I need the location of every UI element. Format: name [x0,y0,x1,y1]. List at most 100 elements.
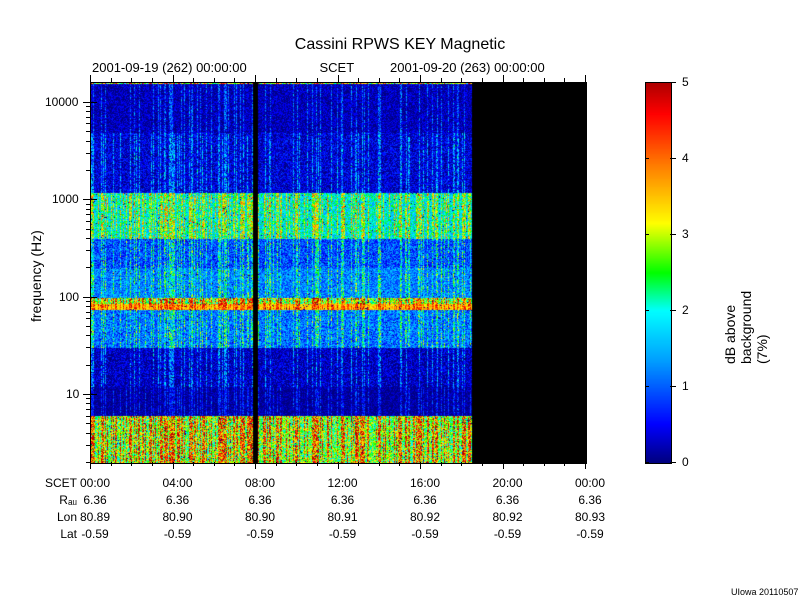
y-tick-minor [86,214,90,215]
x-table-cell: 80.92 [483,510,533,524]
y-tick-minor [86,423,90,424]
y-tick-minor [86,267,90,268]
x-row-label: SCET [35,476,77,490]
y-tick-minor [86,221,90,222]
x-table-cell: 80.91 [318,510,368,524]
x-tick-minor [564,462,565,466]
x-tick-major-top [503,75,504,82]
x-tick-minor-top [214,78,215,82]
x-tick-minor [131,462,132,466]
colorbar-tick-inner [645,234,649,235]
x-table-cell: 04:00 [153,476,203,490]
spectrogram-canvas [91,83,586,463]
y-tick-minor [86,318,90,319]
x-tick-minor-top [317,78,318,82]
y-tick-major [83,394,90,395]
x-tick-minor-top [564,78,565,82]
x-table-cell: 00:00 [565,476,615,490]
y-tick-major-in [90,394,97,395]
y-tick-minor [86,365,90,366]
y-tick-minor [86,433,90,434]
y-tick-major-in [90,297,97,298]
x-tick-minor [317,462,318,466]
y-tick-minor [86,141,90,142]
y-tick-major-in [90,102,97,103]
x-row-label: Lon [35,510,77,524]
y-tick-minor [86,312,90,313]
y-tick-minor [86,229,90,230]
x-table-cell: 6.36 [318,493,368,507]
y-tick-minor [86,403,90,404]
y-tick-minor [86,209,90,210]
x-tick-minor-top [523,78,524,82]
colorbar-tick-inner [645,462,649,463]
y-tick-major [83,297,90,298]
spectrogram-figure: { "title": "Cassini RPWS KEY Magnetic", … [0,0,800,600]
plot-title: Cassini RPWS KEY Magnetic [0,36,800,54]
colorbar-area [645,82,672,464]
y-tick-minor [86,306,90,307]
colorbar-tick [670,234,676,235]
colorbar-tick-inner [645,158,649,159]
x-tick-minor [214,462,215,466]
x-table-cell: -0.59 [153,527,203,541]
x-tick-major-top [585,75,586,82]
x-table-cell: -0.59 [565,527,615,541]
x-tick-minor-top [441,78,442,82]
x-tick-minor [441,462,442,466]
x-tick-minor-top [358,78,359,82]
y-axis-label: frequency (Hz) [28,230,44,322]
x-tick-major [503,462,504,469]
x-table-cell: -0.59 [318,527,368,541]
colorbar-tick-inner [645,386,649,387]
colorbar-tick-label: 5 [682,75,689,89]
colorbar-tick-inner [645,310,649,311]
colorbar-tick-label: 2 [682,303,689,317]
y-tick-label: 100 [59,290,79,304]
footer-timestamp: UIowa 20110507 [731,587,798,597]
colorbar-tick [670,462,676,463]
colorbar-canvas [646,83,671,463]
x-table-cell: 80.90 [235,510,285,524]
x-table-cell: 08:00 [235,476,285,490]
x-table-cell: 16:00 [400,476,450,490]
colorbar-tick-label: 1 [682,379,689,393]
subtitle-end-date: 2001-09-20 (263) 00:00:00 [390,60,545,75]
x-table-cell: 6.36 [235,493,285,507]
x-table-cell: 6.36 [565,493,615,507]
x-tick-minor [193,462,194,466]
x-tick-major-top [338,75,339,82]
x-tick-minor [111,462,112,466]
x-tick-major-top [173,75,174,82]
y-tick-label: 1000 [52,192,79,206]
y-tick-minor [86,238,90,239]
x-table-cell: 6.36 [70,493,120,507]
x-row-label: Rₐᵤ [35,493,77,507]
x-tick-minor-top [111,78,112,82]
x-tick-minor [358,462,359,466]
x-tick-major [90,462,91,469]
y-tick-label: 10000 [45,95,78,109]
x-tick-minor [234,462,235,466]
y-tick-minor [86,117,90,118]
x-table-cell: 6.36 [400,493,450,507]
y-tick-label: 10 [66,387,79,401]
y-tick-minor [86,416,90,417]
x-tick-major [338,462,339,469]
x-table-cell: -0.59 [400,527,450,541]
y-tick-major [83,102,90,103]
x-table-cell: -0.59 [483,527,533,541]
x-tick-minor-top [276,78,277,82]
x-tick-minor [461,462,462,466]
x-tick-minor [544,462,545,466]
colorbar-tick [670,82,676,83]
x-table-cell: 6.36 [153,493,203,507]
colorbar-label: dB above background (7%) [722,286,770,364]
y-tick-minor [86,131,90,132]
x-table-cell: 12:00 [318,476,368,490]
y-tick-minor [86,123,90,124]
colorbar-tick [670,158,676,159]
x-tick-minor-top [131,78,132,82]
x-tick-minor-top [152,78,153,82]
subtitle-start-date: 2001-09-19 (262) 00:00:00 [92,60,247,75]
